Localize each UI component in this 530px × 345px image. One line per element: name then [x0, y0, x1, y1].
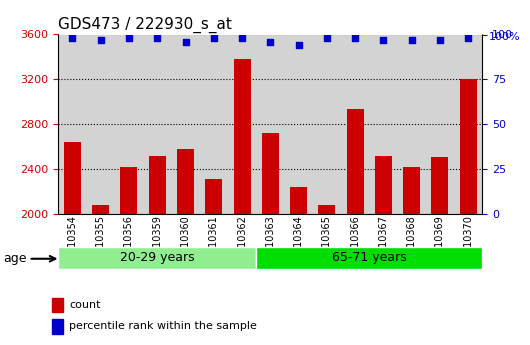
Bar	[64, 142, 81, 214]
Point	[464, 35, 472, 41]
Bar	[460, 79, 476, 214]
Bar	[52, 319, 63, 334]
Bar	[177, 149, 194, 214]
Point	[238, 35, 246, 41]
Bar	[149, 156, 166, 214]
Point	[266, 39, 275, 45]
Text: 100%: 100%	[489, 32, 521, 42]
Bar	[262, 133, 279, 214]
Point	[379, 37, 387, 43]
Point	[408, 37, 416, 43]
Point	[351, 35, 359, 41]
Bar	[205, 179, 222, 214]
Point	[209, 35, 218, 41]
Text: age: age	[3, 252, 27, 265]
Bar	[347, 108, 364, 214]
Point	[436, 37, 444, 43]
Text: count: count	[69, 300, 101, 310]
Text: GDS473 / 222930_s_at: GDS473 / 222930_s_at	[58, 17, 232, 33]
Point	[323, 35, 331, 41]
Bar	[256, 247, 482, 269]
Point	[181, 39, 190, 45]
Text: percentile rank within the sample: percentile rank within the sample	[69, 322, 257, 332]
Bar	[234, 59, 251, 214]
Bar	[403, 167, 420, 214]
Bar	[375, 156, 392, 214]
Bar	[319, 205, 335, 214]
Text: 65-71 years: 65-71 years	[332, 252, 407, 264]
Point	[294, 42, 303, 48]
Bar	[52, 298, 63, 312]
Text: 20-29 years: 20-29 years	[120, 252, 195, 264]
Bar	[92, 205, 109, 214]
Point	[153, 35, 162, 41]
Bar	[431, 157, 448, 214]
Point	[96, 37, 105, 43]
Bar	[290, 187, 307, 214]
Bar	[58, 247, 256, 269]
Bar	[120, 167, 137, 214]
Point	[68, 35, 77, 41]
Point	[125, 35, 133, 41]
